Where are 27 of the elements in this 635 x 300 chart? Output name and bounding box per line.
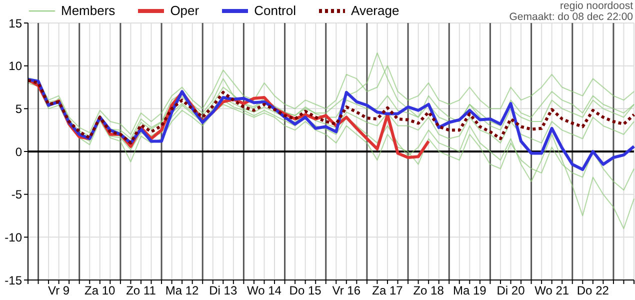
y-tick-label: 15 [8, 16, 22, 30]
y-tick-label: -15 [4, 273, 22, 288]
legend-label: Oper [170, 3, 200, 18]
y-tick-label: 10 [8, 59, 22, 74]
x-tick-label: Di 13 [209, 284, 238, 298]
x-tick-label: Ma 19 [452, 284, 487, 298]
y-tick-label: 5 [15, 102, 22, 116]
y-tick-label: 0 [15, 144, 22, 159]
y-tick-label: -10 [4, 230, 22, 244]
x-tick-label: Za 10 [84, 284, 116, 298]
x-tick-label: Do 22 [576, 284, 610, 298]
x-tick-label: Ma 12 [165, 284, 200, 298]
x-tick-label: Di 20 [496, 284, 526, 298]
legend-label: Control [254, 3, 296, 18]
x-tick-label: Za 17 [372, 284, 404, 298]
x-tick-label: Vr 16 [332, 284, 361, 298]
x-tick-label: Wo 21 [534, 284, 570, 298]
x-tick-label: Vr 9 [48, 284, 70, 298]
x-tick-label: Zo 11 [126, 284, 156, 298]
x-tick-label: Zo 18 [413, 284, 444, 298]
text: Gemaakt: do 08 dec 22:00 [509, 11, 633, 23]
x-tick-label: Wo 14 [247, 284, 282, 298]
y-tick-label: -5 [11, 188, 22, 202]
x-tick-label: Do 15 [289, 284, 322, 298]
legend-label: Average [351, 3, 400, 18]
chart-subtitle: regio noordoost [559, 0, 633, 12]
legend-label: Members [61, 3, 116, 18]
